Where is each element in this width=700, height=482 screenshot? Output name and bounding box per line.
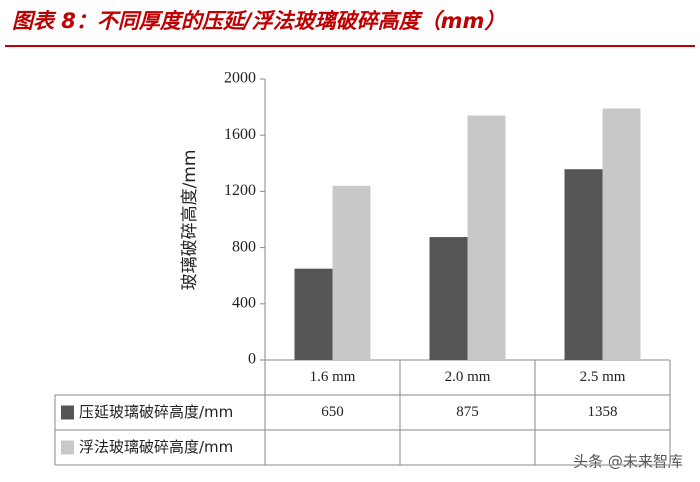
bar <box>602 108 641 360</box>
y-tick-label: 1200 <box>224 182 256 199</box>
legend-swatch <box>61 440 74 455</box>
table-value: 650 <box>321 404 344 420</box>
y-tick-label: 400 <box>232 294 256 311</box>
legend-swatch <box>61 405 74 420</box>
table-value: 875 <box>456 404 479 420</box>
bar <box>564 169 603 360</box>
watermark: 头条 @未来智库 <box>573 453 683 471</box>
y-tick-label: 2000 <box>224 70 256 87</box>
y-axis-label: 玻璃破碎高度/mm <box>180 150 200 291</box>
chart-title: 图表 8：不同厚度的压延/浮法玻璃破碎高度（mm） <box>12 9 505 33</box>
bar <box>467 115 506 360</box>
x-tick-label: 1.6 mm <box>310 369 356 385</box>
legend-label: 浮法玻璃破碎高度/mm <box>79 438 233 456</box>
y-tick-label: 800 <box>232 238 256 255</box>
x-tick-label: 2.5 mm <box>580 369 626 385</box>
legend-label: 压延玻璃破碎高度/mm <box>79 403 233 421</box>
y-tick-label: 1600 <box>224 126 256 143</box>
bar <box>294 268 333 360</box>
y-tick-label: 0 <box>248 351 256 368</box>
bar <box>332 185 371 360</box>
bar <box>429 237 468 360</box>
x-tick-label: 2.0 mm <box>445 369 491 385</box>
table-value: 1358 <box>588 404 618 420</box>
